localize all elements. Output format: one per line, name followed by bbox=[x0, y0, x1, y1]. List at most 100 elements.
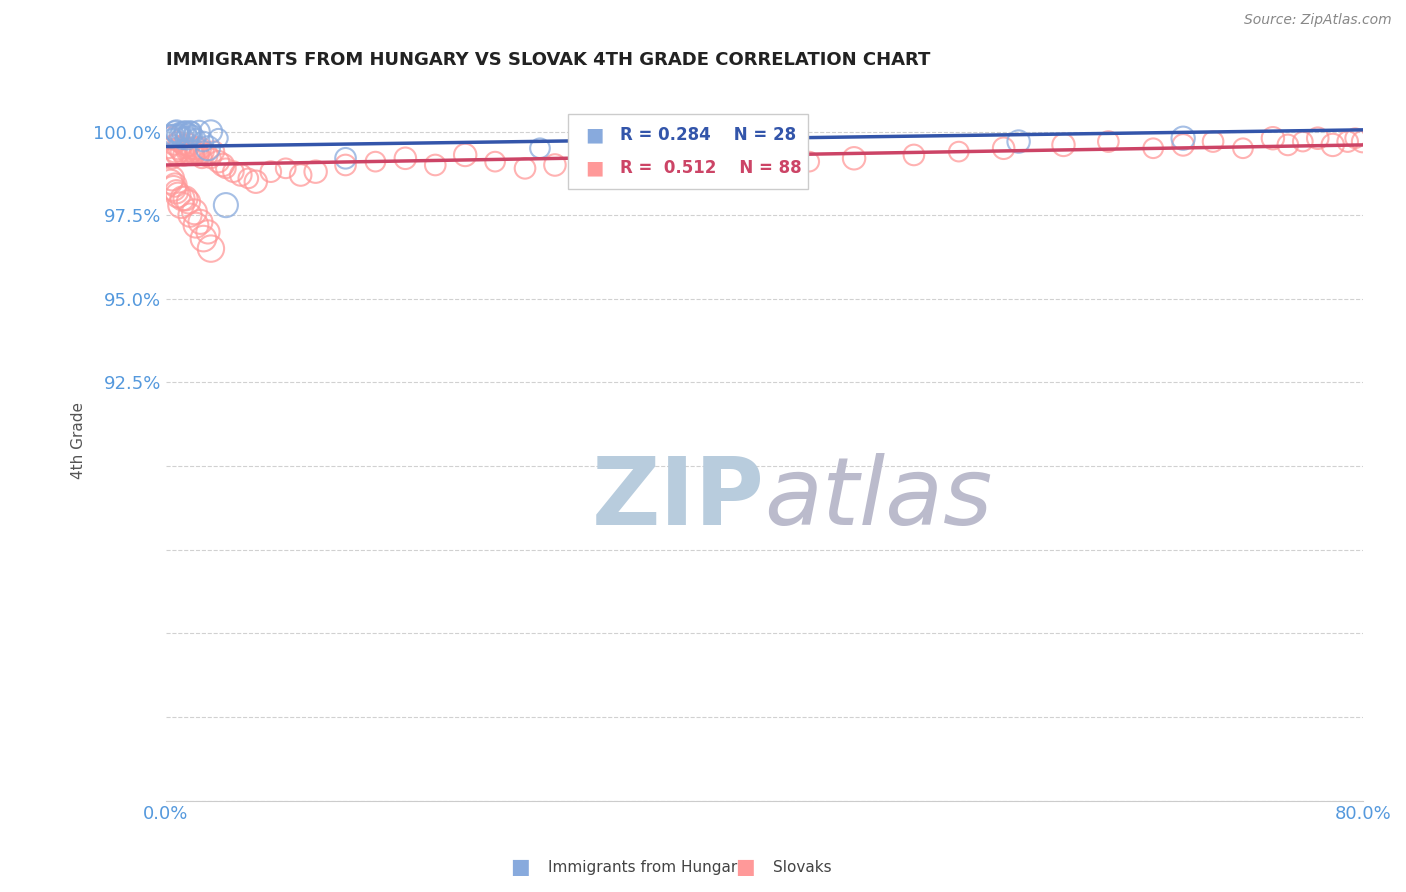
Point bbox=[238, 171, 260, 186]
Point bbox=[191, 151, 214, 165]
Point bbox=[183, 204, 205, 219]
Point bbox=[207, 131, 229, 145]
Text: IMMIGRANTS FROM HUNGARY VS SLOVAK 4TH GRADE CORRELATION CHART: IMMIGRANTS FROM HUNGARY VS SLOVAK 4TH GR… bbox=[166, 51, 931, 69]
Point bbox=[1306, 131, 1329, 145]
Point bbox=[167, 135, 190, 149]
Point bbox=[186, 145, 208, 159]
Point bbox=[335, 151, 357, 165]
Point bbox=[394, 151, 416, 165]
Point bbox=[188, 124, 211, 138]
Point bbox=[603, 151, 626, 165]
Point bbox=[222, 164, 245, 178]
Point bbox=[529, 141, 551, 155]
Text: R =  0.512    N = 88: R = 0.512 N = 88 bbox=[620, 160, 801, 178]
Point bbox=[162, 181, 184, 195]
Point bbox=[678, 154, 700, 169]
Point bbox=[948, 145, 970, 159]
Point bbox=[188, 148, 211, 162]
Point bbox=[709, 158, 731, 172]
Point bbox=[245, 175, 267, 189]
Point bbox=[1202, 135, 1225, 149]
Point bbox=[364, 154, 387, 169]
Point bbox=[160, 171, 183, 186]
Point bbox=[634, 161, 657, 176]
Text: Source: ZipAtlas.com: Source: ZipAtlas.com bbox=[1244, 13, 1392, 28]
Point bbox=[159, 128, 181, 142]
Point bbox=[1337, 135, 1360, 149]
Point bbox=[162, 128, 184, 142]
Point bbox=[190, 141, 212, 155]
Text: ■: ■ bbox=[585, 159, 603, 178]
Text: Slovaks: Slovaks bbox=[773, 860, 832, 874]
Point bbox=[179, 208, 201, 222]
Point bbox=[180, 141, 202, 155]
Point bbox=[754, 148, 776, 162]
Point bbox=[513, 161, 536, 176]
Point bbox=[200, 124, 222, 138]
Point bbox=[167, 128, 190, 142]
Point bbox=[159, 175, 181, 189]
Text: ■: ■ bbox=[510, 857, 530, 877]
Point bbox=[574, 164, 596, 178]
Point bbox=[160, 131, 183, 145]
Point bbox=[169, 141, 191, 155]
Point bbox=[163, 124, 186, 138]
Point bbox=[193, 231, 215, 245]
Point bbox=[173, 148, 195, 162]
Point bbox=[335, 158, 357, 172]
Point bbox=[193, 145, 215, 159]
Point bbox=[197, 141, 219, 155]
Text: ■: ■ bbox=[585, 126, 603, 145]
Point bbox=[195, 148, 218, 162]
Text: R = 0.284    N = 28: R = 0.284 N = 28 bbox=[620, 126, 796, 145]
Point bbox=[173, 124, 195, 138]
Point bbox=[193, 135, 215, 149]
Point bbox=[172, 191, 194, 205]
Point bbox=[799, 154, 821, 169]
Point bbox=[183, 148, 205, 162]
Point bbox=[484, 154, 506, 169]
Point bbox=[166, 124, 188, 138]
Point bbox=[159, 131, 181, 145]
Point bbox=[166, 148, 188, 162]
Point bbox=[174, 124, 197, 138]
Point bbox=[190, 215, 212, 229]
Point bbox=[207, 154, 229, 169]
Point bbox=[202, 145, 225, 159]
Point bbox=[1277, 137, 1299, 152]
Point bbox=[166, 185, 188, 199]
Point bbox=[1171, 131, 1194, 145]
Point bbox=[425, 158, 447, 172]
Point bbox=[176, 145, 198, 159]
Point bbox=[179, 148, 201, 162]
Point bbox=[163, 145, 186, 159]
Point bbox=[1261, 131, 1284, 145]
Point bbox=[903, 148, 925, 162]
Point bbox=[290, 168, 312, 182]
Point bbox=[1322, 137, 1344, 152]
Point bbox=[176, 131, 198, 145]
Text: ZIP: ZIP bbox=[592, 452, 765, 544]
Point bbox=[174, 191, 197, 205]
Point bbox=[1351, 135, 1374, 149]
Point bbox=[993, 141, 1015, 155]
Point bbox=[177, 137, 200, 152]
Point bbox=[454, 148, 477, 162]
Point bbox=[1344, 131, 1367, 145]
Text: Immigrants from Hungary: Immigrants from Hungary bbox=[548, 860, 747, 874]
Point bbox=[162, 137, 184, 152]
Point bbox=[754, 148, 776, 162]
Point bbox=[174, 141, 197, 155]
Point bbox=[180, 124, 202, 138]
Point bbox=[170, 145, 193, 159]
Point bbox=[1097, 135, 1119, 149]
Point bbox=[181, 145, 204, 159]
Point bbox=[172, 137, 194, 152]
Point bbox=[1007, 135, 1029, 149]
Point bbox=[260, 164, 283, 178]
Point bbox=[1171, 137, 1194, 152]
Point bbox=[177, 128, 200, 142]
Point bbox=[170, 198, 193, 212]
Point bbox=[184, 141, 207, 155]
Point bbox=[1142, 141, 1164, 155]
